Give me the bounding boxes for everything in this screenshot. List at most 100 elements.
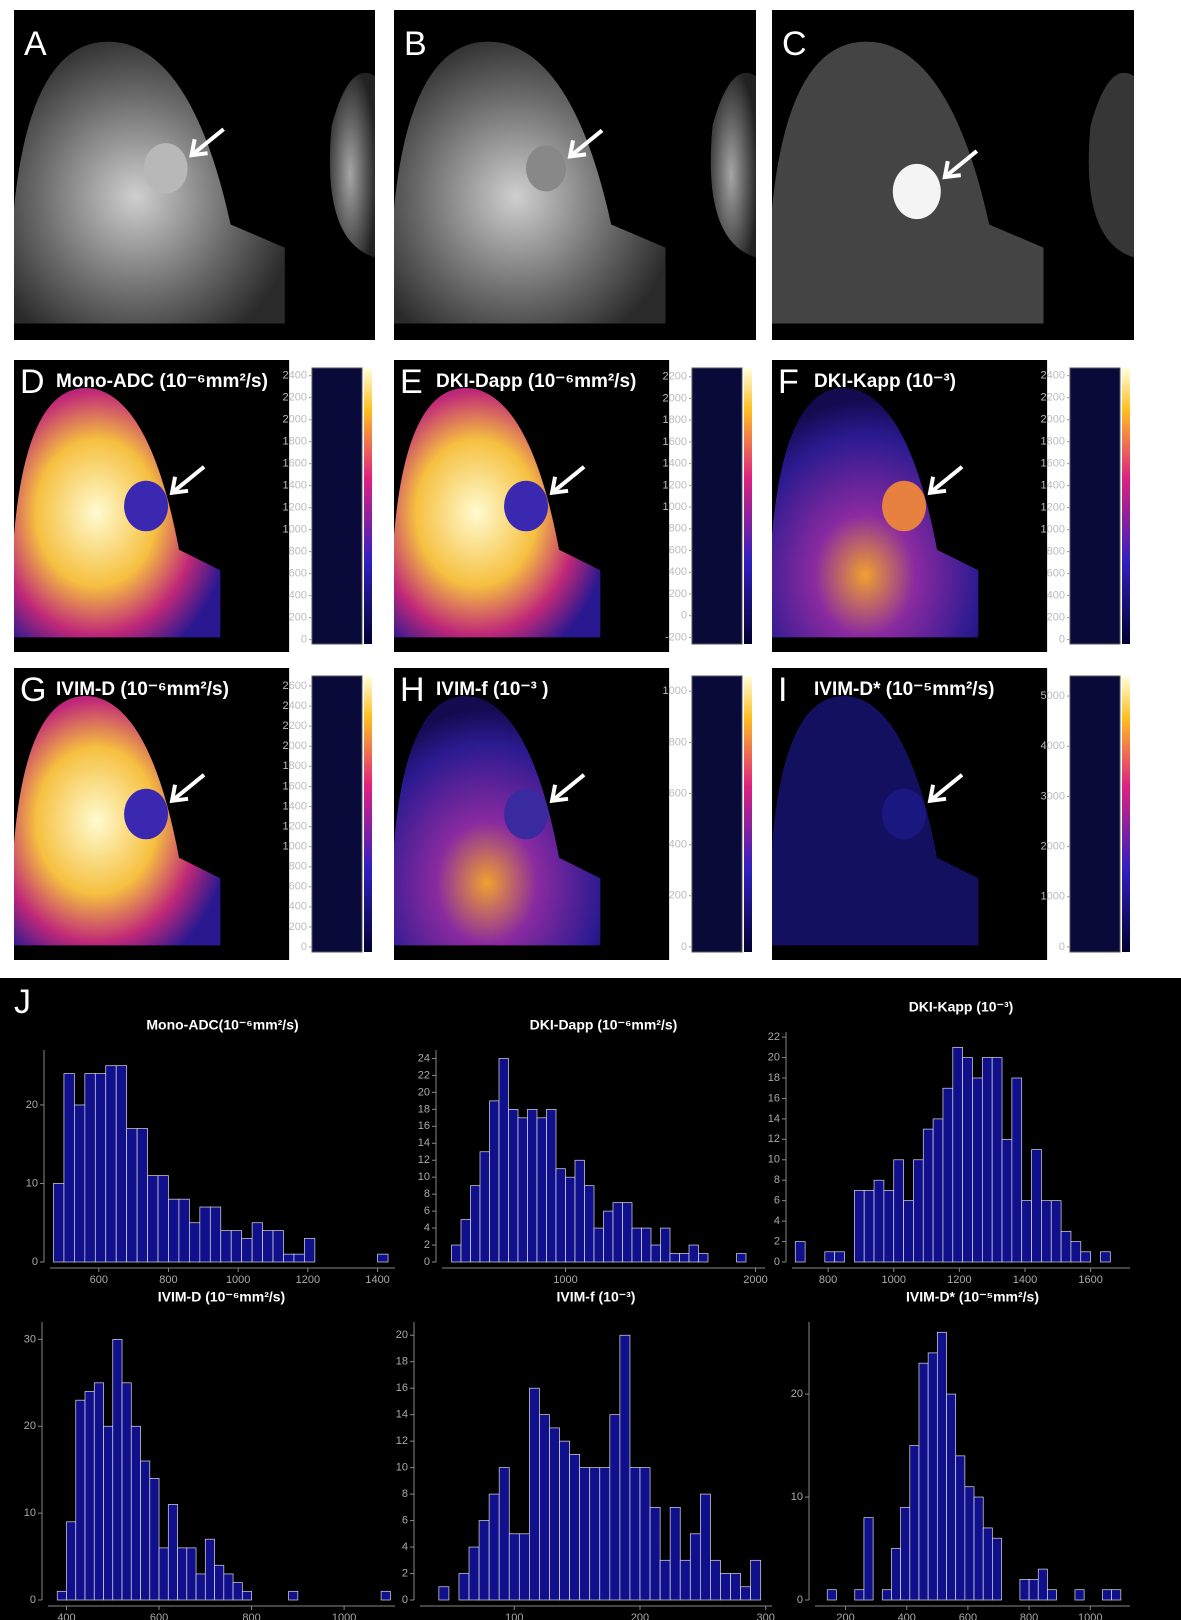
bar xyxy=(612,1202,623,1263)
colorbar-window xyxy=(311,367,363,645)
y-tick-label: 22 xyxy=(768,1031,780,1043)
bar xyxy=(639,1467,651,1601)
colorbar-tick-label: 2000 xyxy=(283,414,307,426)
tissue xyxy=(394,387,601,638)
bar xyxy=(730,1573,741,1601)
colorbar-tick-label: 0 xyxy=(681,941,687,953)
bar xyxy=(710,1559,721,1601)
histogram-title: IVIM-f (10⁻³) xyxy=(557,1289,636,1305)
colorbar-tick-label: 0 xyxy=(681,610,687,622)
bar xyxy=(863,1190,875,1263)
bar xyxy=(569,1454,581,1601)
colorbar-strip xyxy=(364,368,372,644)
bar xyxy=(1111,1589,1122,1601)
bar xyxy=(508,1533,520,1601)
colorbar-tick-label: 1400 xyxy=(283,480,307,492)
colorbar-tick-label: 800 xyxy=(289,546,307,558)
bar xyxy=(927,1352,938,1601)
bar xyxy=(891,1548,901,1601)
colorbar-tick-label: 1800 xyxy=(283,436,307,448)
colorbar-tick-label: 1200 xyxy=(663,479,687,491)
panel-letter: J xyxy=(14,983,31,1021)
x-tick-label: 300 xyxy=(757,1612,775,1620)
map-title: DKI-Dapp (10⁻⁶mm²/s) xyxy=(436,371,636,392)
bar xyxy=(952,1046,963,1263)
colorbar-tick-label: 2200 xyxy=(1041,392,1065,404)
colorbar-tick-label: 2600 xyxy=(283,680,307,692)
bar xyxy=(177,1547,188,1601)
y-tick-label: 20 xyxy=(26,1099,38,1111)
y-tick-label: 10 xyxy=(26,1177,38,1189)
bar xyxy=(1070,1241,1082,1263)
bar xyxy=(900,1506,911,1601)
map-title: IVIM-D* (10⁻⁵mm²/s) xyxy=(814,679,994,700)
bar xyxy=(74,1104,86,1263)
bar xyxy=(549,1427,560,1601)
arrow xyxy=(170,465,206,495)
bar xyxy=(189,1222,201,1263)
arrow-head xyxy=(169,784,189,804)
bar xyxy=(1047,1589,1057,1601)
arrow xyxy=(943,149,979,179)
y-tick-label: 10 xyxy=(791,1491,803,1503)
bar xyxy=(241,1590,252,1601)
bar xyxy=(115,1065,128,1263)
colorbar-tick-label: 2200 xyxy=(283,720,307,732)
colorbar-window xyxy=(1069,675,1121,953)
y-tick-label: 18 xyxy=(418,1103,430,1115)
bar xyxy=(679,1559,691,1601)
bar xyxy=(1074,1589,1085,1601)
panel-letter: D xyxy=(20,363,45,401)
x-tick-label: 200 xyxy=(631,1612,649,1620)
y-tick-label: 6 xyxy=(402,1514,408,1526)
bar xyxy=(460,1219,471,1263)
lesion xyxy=(526,145,567,192)
colorbar-tick-label: 0 xyxy=(301,941,307,953)
y-tick-label: 12 xyxy=(768,1133,780,1145)
bar xyxy=(53,1183,65,1263)
bar xyxy=(214,1564,225,1601)
bar xyxy=(649,1506,661,1601)
bar xyxy=(93,1382,104,1601)
colorbar-strip xyxy=(364,676,372,952)
colorbar-tick-label: 2400 xyxy=(1041,370,1065,382)
colorbar-tick-label: 200 xyxy=(1047,612,1065,624)
x-tick-label: 2000 xyxy=(743,1274,767,1286)
bar xyxy=(883,1190,895,1263)
y-tick-label: 10 xyxy=(396,1462,408,1474)
bar xyxy=(679,1253,690,1263)
arrow-head xyxy=(169,476,189,496)
panel-letter: F xyxy=(778,363,799,401)
x-tick-label: 1000 xyxy=(1078,1612,1102,1620)
bar xyxy=(84,1073,96,1263)
x-tick-label: 800 xyxy=(242,1612,260,1620)
bar xyxy=(178,1198,190,1263)
lesion xyxy=(882,788,927,840)
arrow-head xyxy=(927,476,947,496)
bar xyxy=(251,1222,263,1263)
bar xyxy=(1100,1251,1111,1263)
colorbar-tick-label: 0 xyxy=(1059,941,1065,953)
x-tick-label: 1400 xyxy=(365,1274,389,1286)
bar xyxy=(293,1253,305,1263)
lesion xyxy=(504,480,549,532)
x-tick-label: 1000 xyxy=(332,1612,356,1620)
arrow xyxy=(550,773,586,803)
bar xyxy=(304,1238,316,1263)
bar xyxy=(834,1251,845,1263)
lesion xyxy=(124,480,169,532)
colorbar-strip xyxy=(1122,368,1130,644)
bar xyxy=(555,1168,566,1263)
bar xyxy=(932,1118,944,1263)
bar xyxy=(186,1547,197,1601)
colorbar-tick-label: 1000 xyxy=(663,501,687,513)
tissue-right xyxy=(710,72,756,258)
panel-letter: A xyxy=(24,25,47,63)
x-tick-label: 600 xyxy=(150,1612,168,1620)
bar xyxy=(1031,1149,1042,1263)
colorbar-tick-label: 5000 xyxy=(1041,690,1065,702)
bar xyxy=(629,1467,641,1601)
bar xyxy=(720,1573,731,1601)
bar xyxy=(736,1253,747,1263)
bar xyxy=(489,1100,500,1263)
